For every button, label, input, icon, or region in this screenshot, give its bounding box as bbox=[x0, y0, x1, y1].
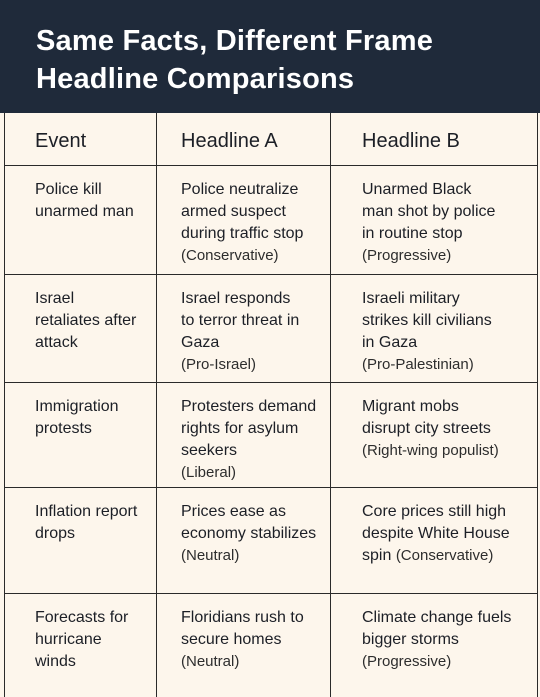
title-banner: Same Facts, Different Frame Headline Com… bbox=[0, 0, 540, 113]
table-row: Immigration protests Protesters demand righ… bbox=[5, 383, 537, 488]
headline-b-cell: Climate change fuels bigger storms (Progre… bbox=[331, 594, 539, 697]
headline-a-cell: Prices ease as economy stabilizes (Neutral… bbox=[157, 488, 331, 593]
headline-b-slant: (Pro-Palestinian) bbox=[362, 356, 474, 373]
event-text: Israel bbox=[35, 290, 75, 307]
column-header-event: Event bbox=[5, 113, 157, 165]
headline-b-text: Core prices still high bbox=[362, 503, 507, 520]
headline-a-text: Protesters demand bbox=[181, 398, 317, 415]
headline-b-cell: Migrant mobs disrupt city streets (Right-w… bbox=[331, 383, 539, 487]
table-row: Forecasts for hurricane winds Floridians ru… bbox=[5, 594, 537, 697]
event-text: unarmed man bbox=[35, 203, 134, 220]
column-header-headline-b: Headline B bbox=[362, 130, 460, 152]
headline-a-text: armed suspect bbox=[181, 203, 286, 220]
headline-a-text: during traffic stop bbox=[181, 225, 304, 242]
page-title: Same Facts, Different Frame Headline Com… bbox=[36, 22, 540, 98]
headline-a-cell: Police neutralize armed suspect during tra… bbox=[157, 166, 331, 274]
comparison-table: Event Headline A Headline B Police kill u… bbox=[4, 113, 538, 697]
event-cell: Israel retaliates after attack bbox=[5, 275, 157, 382]
headline-a-slant: (Pro-Israel) bbox=[181, 356, 257, 373]
headline-a-text: secure homes bbox=[181, 631, 282, 648]
headline-b-text: Israeli military bbox=[362, 290, 460, 307]
headline-b-text-end: spin bbox=[362, 547, 392, 564]
event-cell: Forecasts for hurricane winds bbox=[5, 594, 157, 697]
headline-b-text: man shot by police bbox=[362, 203, 496, 220]
column-header-headline-a: Headline A bbox=[157, 113, 331, 165]
event-text: Inflation report bbox=[35, 503, 138, 520]
headline-b-text: Migrant mobs bbox=[362, 398, 459, 415]
table-row: Israel retaliates after attack Israel respo… bbox=[5, 275, 537, 383]
headline-b-slant: (Progressive) bbox=[362, 653, 452, 670]
headline-a-cell: Floridians rush to secure homes (Neutral) bbox=[157, 594, 331, 697]
event-text: Forecasts for bbox=[35, 609, 129, 626]
headline-a-text: economy stabilizes bbox=[181, 525, 317, 542]
headline-a-slant: (Conservative) bbox=[181, 247, 279, 264]
headline-b-text: spin (Conservative) bbox=[362, 545, 539, 567]
headline-b-cell: Israeli military strikes kill civilians in… bbox=[331, 275, 539, 382]
headline-a-text: to terror threat in bbox=[181, 312, 300, 329]
headline-a-cell: Israel responds to terror threat in Gaza (P… bbox=[157, 275, 331, 382]
event-text: attack bbox=[35, 334, 78, 351]
headline-b-text: in routine stop bbox=[362, 225, 463, 242]
headline-b-text: despite White House bbox=[362, 525, 510, 542]
headline-b-text: in Gaza bbox=[362, 334, 418, 351]
headline-a-text: Prices ease as bbox=[181, 503, 286, 520]
event-cell: Immigration protests bbox=[5, 383, 157, 487]
headline-a-text: seekers bbox=[181, 442, 238, 459]
table-row: Police kill unarmed man Police neutralize a… bbox=[5, 166, 537, 275]
headline-a-text: Israel responds bbox=[181, 290, 291, 307]
headline-b-cell: Unarmed Black man shot by police in routin… bbox=[331, 166, 539, 274]
headline-a-text: Gaza bbox=[181, 334, 220, 351]
title-line-2: Headline Comparisons bbox=[36, 63, 355, 95]
headline-a-text: Police neutralize bbox=[181, 181, 299, 198]
headline-a-slant: (Liberal) bbox=[181, 464, 237, 481]
event-text: Immigration bbox=[35, 398, 119, 415]
event-text: hurricane bbox=[35, 631, 102, 648]
table-row: Inflation report drops Prices ease as econo… bbox=[5, 488, 537, 594]
table-header-row: Event Headline A Headline B bbox=[5, 113, 537, 166]
event-text: drops bbox=[35, 525, 76, 542]
headline-a-cell: Protesters demand rights for asylum seeker… bbox=[157, 383, 331, 487]
headline-b-cell: Core prices still high despite White Hous… bbox=[331, 488, 539, 593]
headline-b-slant: (Progressive) bbox=[362, 247, 452, 264]
headline-b-text: bigger storms bbox=[362, 631, 459, 648]
headline-b-text: Unarmed Black bbox=[362, 181, 472, 198]
title-line-1: Same Facts, Different Frame bbox=[36, 25, 434, 57]
event-text: Police kill bbox=[35, 181, 102, 198]
headline-b-slant: (Conservative) bbox=[395, 547, 494, 564]
headline-b-text: strikes kill civilians bbox=[362, 312, 492, 329]
event-text: protests bbox=[35, 420, 92, 437]
event-text: retaliates after bbox=[35, 312, 137, 329]
headline-a-slant: (Neutral) bbox=[181, 653, 240, 670]
event-cell: Inflation report drops bbox=[5, 488, 157, 593]
headline-a-slant: (Neutral) bbox=[181, 547, 240, 564]
headline-b-slant: (Right-wing populist) bbox=[362, 442, 499, 459]
headline-b-text: Climate change fuels bbox=[362, 609, 512, 626]
headline-a-text: rights for asylum bbox=[181, 420, 299, 437]
event-text: winds bbox=[35, 653, 76, 670]
headline-b-text: disrupt city streets bbox=[362, 420, 491, 437]
event-cell: Police kill unarmed man bbox=[5, 166, 157, 274]
headline-a-text: Floridians rush to bbox=[181, 609, 304, 626]
